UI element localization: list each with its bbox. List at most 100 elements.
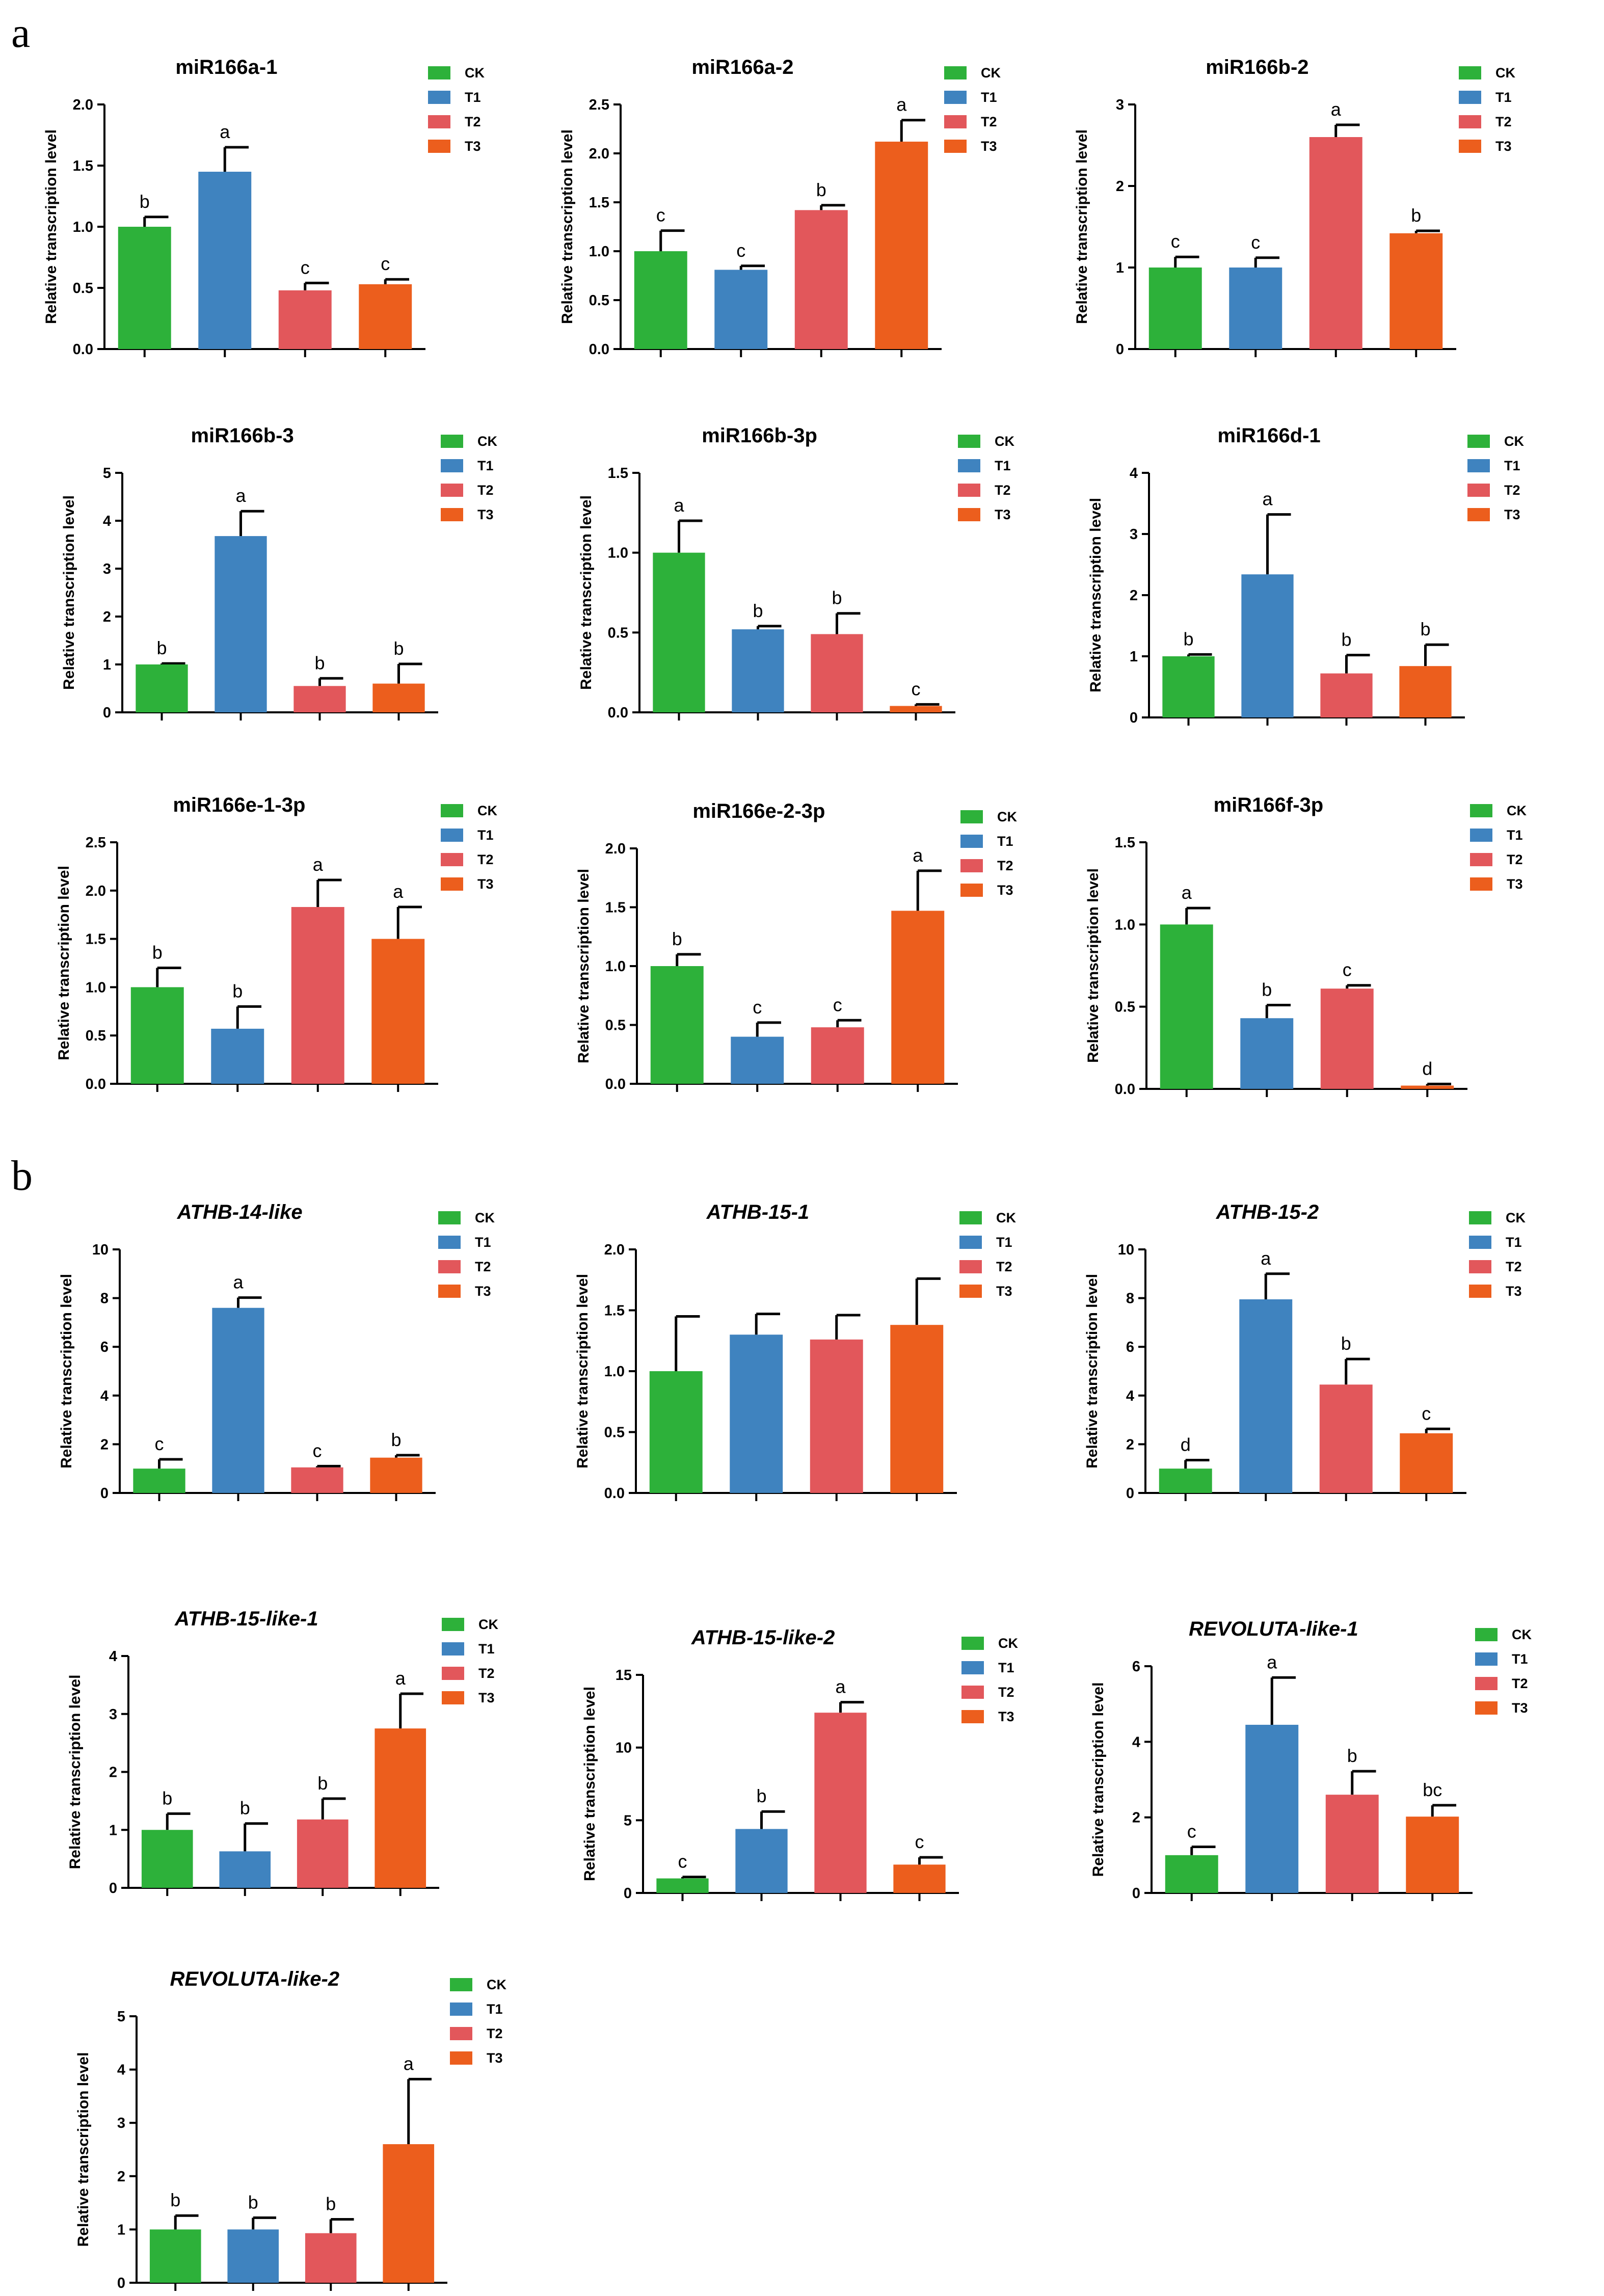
legend-swatch-t3 [961,1710,984,1723]
panel-label-a: a [11,9,30,57]
legend-swatch-t3 [442,1691,464,1704]
bar-t3 [359,284,412,349]
chart-1: miR166a-2 Relative transcription level 0.0… [559,56,1001,358]
y-tick-label: 1.0 [604,1364,625,1380]
significance-label: c [656,205,665,226]
y-tick-label: 2.0 [605,841,626,857]
significance-label: b [317,1773,328,1794]
y-tick-label: 2 [1116,178,1124,195]
legend-swatch-t2 [450,2027,472,2040]
y-axis-label: Relative transcription level [75,2052,92,2247]
legend-swatch-t2 [1470,853,1492,866]
y-axis-label: Relative transcription level [575,869,592,1063]
legend-label-t1: T1 [981,90,997,105]
chart-title: REVOLUTA-like-2 [170,1968,339,1990]
y-axis-label: Relative transcription level [1085,868,1102,1063]
y-tick-label: 0 [103,705,111,721]
y-tick-label: 2 [1132,1810,1140,1826]
bar-t1 [219,1851,271,1888]
y-tick-label: 3 [1130,526,1138,543]
legend-swatch-t2 [1459,115,1481,128]
significance-label: b [393,638,404,659]
bar-t1 [1240,1018,1294,1089]
bar-ck [634,251,687,349]
bar-t3 [375,1728,426,1888]
significance-label: a [1261,1248,1271,1269]
legend-label-t1: T1 [996,1235,1012,1250]
y-tick-label: 2 [1126,1436,1134,1453]
legend-label-t2: T2 [1504,483,1520,498]
legend-swatch-ck [438,1211,461,1224]
legend-label-t3: T3 [1507,876,1523,892]
charts-container: miR166a-1 Relative transcription level 0.0… [43,56,1532,2291]
y-tick-label: 1.0 [605,958,626,975]
y-tick-label: 1.5 [608,465,628,482]
bar-t2 [794,210,848,349]
bar-t2 [297,1819,349,1888]
chart-title: miR166f-3p [1214,794,1324,816]
significance-label: c [381,253,390,274]
legend-label-t1: T1 [997,834,1013,849]
y-tick-label: 1.0 [608,545,628,562]
legend-label-t3: T3 [1512,1700,1528,1716]
y-tick-label: 2.5 [86,835,106,851]
chart-7: miR166e-2-3p Relative transcription level… [575,800,1017,1092]
legend-label-t3: T3 [477,507,494,522]
y-axis-label: Relative transcription level [574,1274,591,1469]
y-axis-label: Relative transcription level [559,129,576,324]
y-tick-label: 0 [100,1485,109,1502]
legend-swatch-ck [1459,66,1481,79]
legend-label-t1: T1 [1504,458,1520,473]
chart-title: miR166a-1 [175,56,277,78]
bar-t1 [735,1829,788,1893]
bar-ck [1165,1855,1218,1893]
y-tick-label: 0.5 [589,292,609,309]
bar-t3 [1389,233,1443,349]
y-tick-label: 5 [117,2009,125,2025]
legend-label-t3: T3 [981,139,997,154]
significance-label: a [913,845,923,866]
significance-label: a [1262,489,1273,510]
bar-t2 [811,1027,864,1084]
y-axis-label: Relative transcription level [581,1687,598,1881]
significance-label: c [915,1831,924,1852]
significance-label: b [1262,979,1272,1000]
legend-label-t2: T2 [996,1259,1012,1274]
y-axis-label: Relative transcription level [1087,498,1104,692]
bar-t2 [811,634,863,712]
y-tick-label: 0.5 [608,625,628,641]
chart-title: ATHB-14-like [177,1201,303,1223]
y-axis-label: Relative transcription level [1084,1274,1101,1469]
legend-label-t3: T3 [1495,139,1512,154]
legend-label-ck: CK [475,1210,495,1225]
bar-ck [656,1878,709,1893]
legend-swatch-ck [960,810,983,823]
y-tick-label: 1 [1130,649,1138,665]
bar-t2 [814,1713,867,1893]
legend-label-t1: T1 [1506,1235,1522,1250]
significance-label: d [1181,1434,1191,1455]
significance-label: b [140,191,150,212]
significance-label: a [1331,99,1342,120]
legend-label-ck: CK [478,1617,498,1632]
significance-label: b [248,2192,258,2212]
legend-label-ck: CK [996,1210,1016,1225]
legend-swatch-t1 [428,91,450,104]
legend-swatch-t1 [958,459,980,472]
chart-3: miR166b-3 Relative transcription level 0 1 2… [61,424,497,721]
y-tick-label: 0 [1130,710,1138,726]
legend-label-t1: T1 [465,90,481,105]
legend-label-t2: T2 [477,852,494,867]
legend-label-t3: T3 [478,1690,495,1705]
legend-label-t2: T2 [477,483,494,498]
chart-9: ATHB-14-like Relative transcription level… [58,1201,495,1502]
legend-label-t1: T1 [475,1235,491,1250]
significance-label: b [816,179,826,200]
legend-label-t3: T3 [465,139,481,154]
legend-swatch-t2 [959,1260,982,1273]
significance-label: c [912,678,921,699]
legend-swatch-t3 [441,508,463,521]
legend-label-t3: T3 [997,883,1013,898]
bar-t1 [211,1028,264,1084]
significance-label: c [1171,231,1180,252]
